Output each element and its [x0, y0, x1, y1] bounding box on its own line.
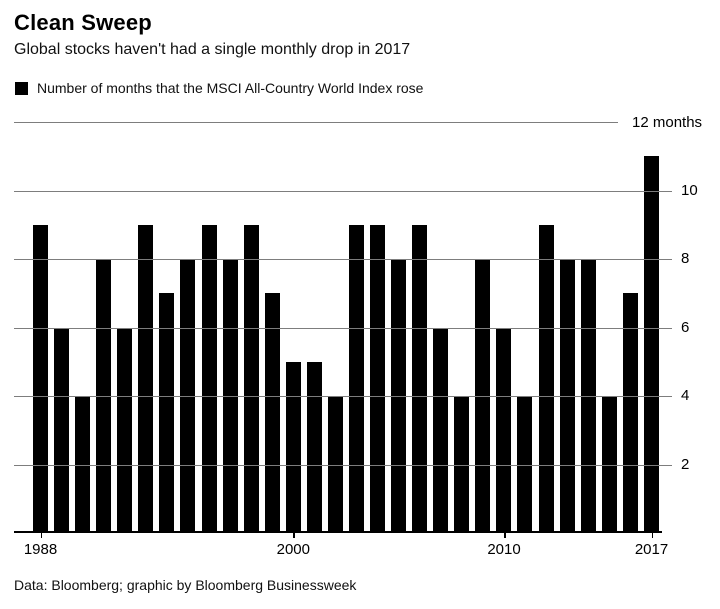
bar-2006 — [412, 224, 428, 533]
y-axis-tick-label-2: 2 — [681, 455, 690, 473]
bar-2001 — [306, 361, 322, 533]
gridline-8 — [14, 259, 672, 260]
x-axis-tick-2000 — [293, 533, 295, 538]
x-axis-tick-1988 — [40, 533, 42, 538]
x-axis-tick-2010 — [504, 533, 506, 538]
bar-2007 — [433, 327, 449, 533]
bar-2003 — [348, 224, 364, 533]
y-axis-label-12-months: 12 months — [632, 114, 703, 131]
x-axis-tick-label-1988: 1988 — [23, 541, 58, 558]
gridline-4 — [14, 396, 672, 397]
bar-1992 — [117, 327, 133, 533]
x-axis-tick-label-2000: 2000 — [276, 541, 310, 558]
x-axis-tick-label-2010: 2010 — [487, 541, 521, 558]
legend-swatch-icon — [15, 81, 28, 95]
x-axis-baseline — [14, 531, 662, 533]
bar-2017 — [643, 156, 659, 533]
gridline-6 — [14, 327, 672, 329]
bar-2010 — [496, 327, 512, 533]
bar-2016 — [622, 293, 638, 533]
bar-2012 — [538, 224, 554, 533]
bar-1996 — [201, 224, 217, 533]
gridline-10 — [14, 190, 672, 192]
gridline-12 — [14, 122, 618, 123]
x-axis-tick-label-2017: 2017 — [634, 541, 669, 558]
y-axis-tick-label-6: 6 — [681, 318, 690, 336]
y-axis-tick-label-4: 4 — [681, 387, 690, 404]
chart-subtitle: Global stocks haven't had a single month… — [14, 41, 411, 58]
bar-chart-plot: 12 months 10 8 6 4 2 1988 2000 2010 2017 — [0, 114, 720, 582]
bar-2000 — [285, 361, 301, 533]
bar-1994 — [159, 293, 175, 533]
x-axis-tick-2017 — [651, 533, 653, 538]
y-axis-tick-label-8: 8 — [681, 250, 690, 267]
legend: Number of months that the MSCI All-Count… — [15, 80, 423, 96]
source-note: Data: Bloomberg; graphic by Bloomberg Bu… — [14, 577, 357, 593]
legend-label: Number of months that the MSCI All-Count… — [37, 80, 424, 96]
y-axis-tick-label-10: 10 — [681, 181, 698, 199]
bar-1999 — [264, 293, 280, 533]
bar-1998 — [243, 224, 259, 533]
bar-1988 — [33, 224, 48, 533]
bar-2004 — [370, 224, 385, 533]
bar-1993 — [138, 224, 154, 533]
bar-1989 — [54, 327, 70, 533]
gridline-2 — [14, 464, 672, 466]
chart-title: Clean Sweep — [14, 10, 152, 35]
